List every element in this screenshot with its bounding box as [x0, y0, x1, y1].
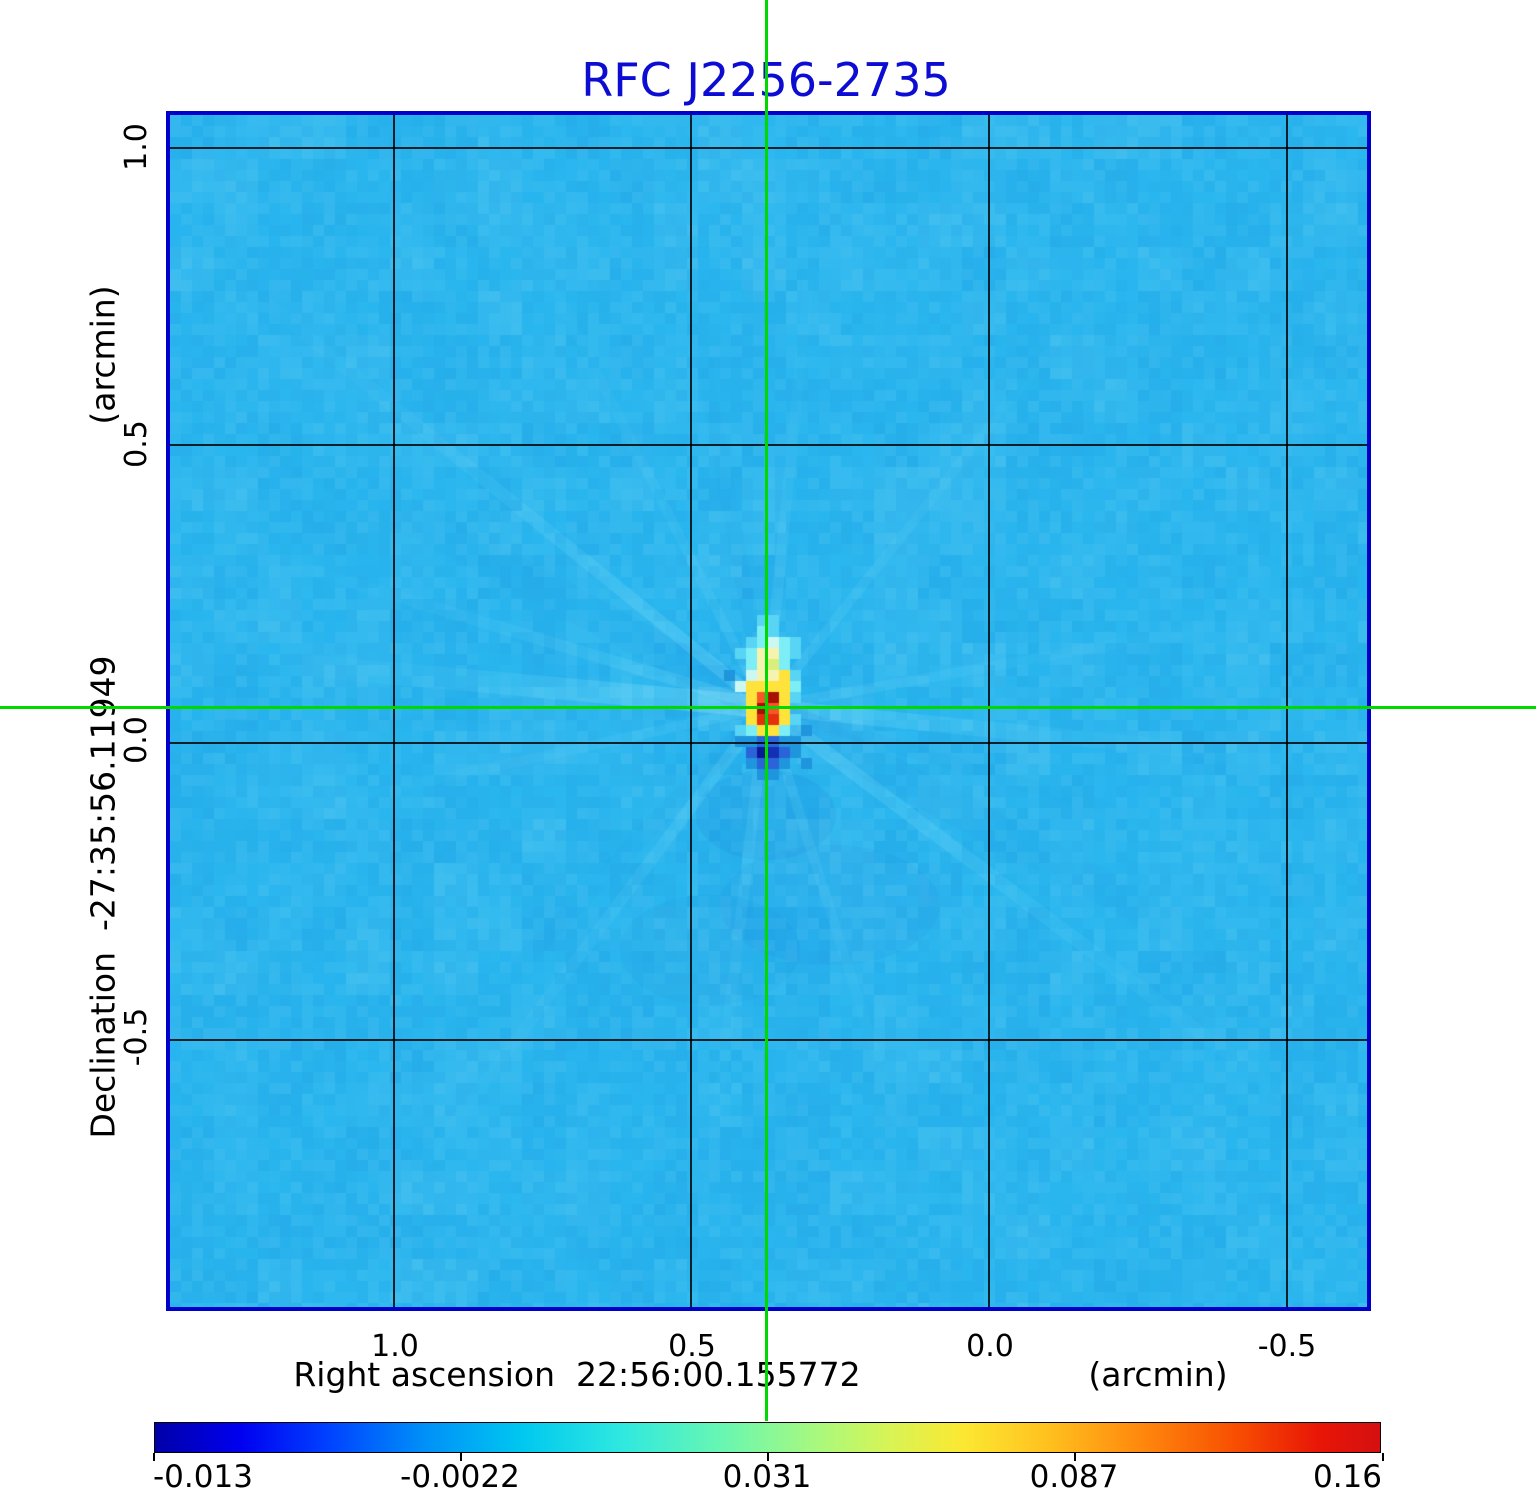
- x-tick-label: 1.0: [371, 1329, 419, 1364]
- sky-map-plot-area: [166, 111, 1371, 1311]
- grid-line-horizontal: [170, 1039, 1367, 1041]
- y-tick-label: 1.0: [119, 123, 154, 171]
- colorbar-gradient: [154, 1422, 1381, 1453]
- crosshair-vertical-line: [765, 0, 768, 1421]
- colorbar-tick: [1382, 1453, 1384, 1461]
- colorbar-tick: [767, 1453, 769, 1461]
- colorbar-tick-label: -0.013: [153, 1459, 253, 1495]
- grid-line-horizontal: [170, 444, 1367, 446]
- x-axis-unit-label: (arcmin): [1088, 1355, 1228, 1394]
- y-axis-unit-label: (arcmin): [83, 285, 123, 425]
- colorbar-tick-label: 0.031: [722, 1459, 812, 1495]
- y-tick-label: 0.0: [119, 716, 154, 764]
- x-tick-label: 0.5: [668, 1329, 716, 1364]
- grid-line-vertical: [1286, 115, 1288, 1307]
- grid-line-vertical: [393, 115, 395, 1307]
- colorbar-tick-label: 0.16: [1312, 1459, 1382, 1495]
- y-tick-label: -0.5: [119, 1007, 154, 1067]
- grid-line-vertical: [988, 115, 990, 1307]
- x-tick-label: -0.5: [1257, 1329, 1317, 1364]
- x-tick-label: 0.0: [966, 1329, 1014, 1364]
- colorbar-tick: [460, 1453, 462, 1461]
- y-tick-label: 0.5: [119, 420, 154, 468]
- colorbar-tick-label: -0.0022: [400, 1459, 520, 1495]
- x-axis-title: Right ascension 22:56:00.155772: [293, 1355, 861, 1394]
- grid-line-horizontal: [170, 147, 1367, 149]
- crosshair-horizontal-line: [0, 706, 1536, 709]
- colorbar-tick: [1074, 1453, 1076, 1461]
- colorbar-tick-label: 0.087: [1029, 1459, 1119, 1495]
- grid-line-horizontal: [170, 742, 1367, 744]
- colorbar-tick: [153, 1453, 155, 1461]
- grid-line-vertical: [690, 115, 692, 1307]
- y-axis-title: Declination -27:35:56.11949: [83, 655, 123, 1139]
- sky-map-canvas: [170, 115, 1367, 1307]
